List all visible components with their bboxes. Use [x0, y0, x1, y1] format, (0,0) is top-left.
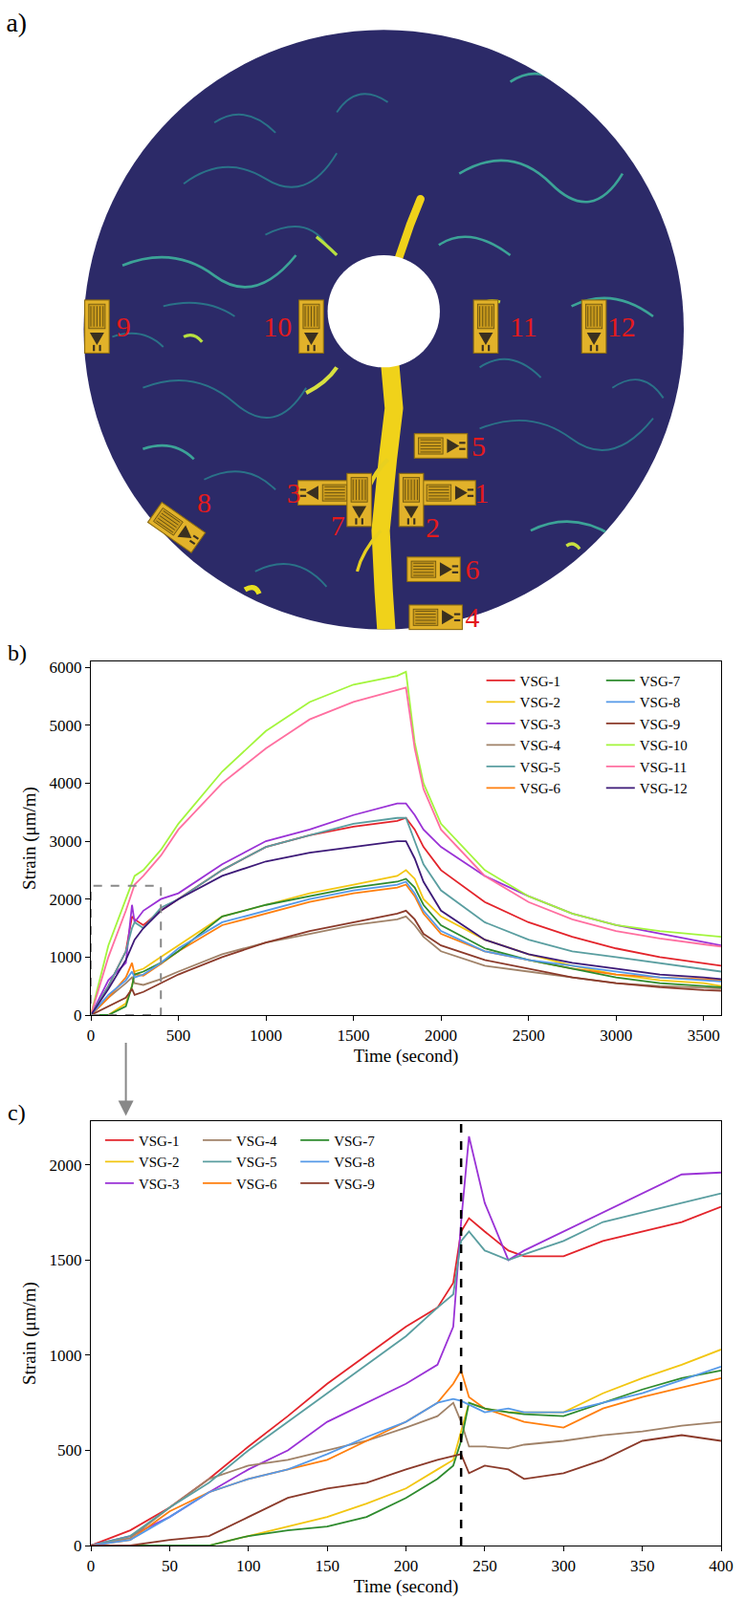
- svg-text:c): c): [7, 1100, 26, 1126]
- svg-text:VSG-3: VSG-3: [520, 717, 562, 733]
- svg-text:VSG-11: VSG-11: [639, 760, 687, 776]
- svg-text:VSG-8: VSG-8: [639, 695, 681, 711]
- svg-text:a): a): [5, 7, 27, 38]
- svg-text:9: 9: [116, 310, 132, 343]
- svg-text:VSG-10: VSG-10: [639, 738, 688, 754]
- svg-text:0: 0: [73, 1537, 83, 1556]
- svg-text:200: 200: [394, 1557, 419, 1577]
- svg-text:VSG-2: VSG-2: [520, 695, 562, 711]
- svg-text:2000: 2000: [49, 891, 83, 910]
- svg-text:Strain (μm/m): Strain (μm/m): [19, 1282, 41, 1386]
- svg-text:7: 7: [330, 509, 346, 542]
- svg-text:Time (second): Time (second): [353, 1577, 460, 1599]
- svg-text:0: 0: [73, 1007, 83, 1026]
- svg-text:VSG-6: VSG-6: [236, 1177, 278, 1193]
- svg-text:5: 5: [471, 430, 486, 462]
- svg-text:1000: 1000: [49, 948, 83, 967]
- svg-text:Time (second): Time (second): [353, 1046, 460, 1068]
- svg-text:VSG-1: VSG-1: [520, 674, 562, 690]
- svg-text:VSG-4: VSG-4: [520, 738, 562, 754]
- svg-text:350: 350: [630, 1557, 656, 1577]
- svg-text:b): b): [7, 640, 27, 666]
- svg-text:1000: 1000: [49, 1347, 83, 1366]
- svg-text:3000: 3000: [49, 832, 83, 852]
- svg-text:400: 400: [708, 1557, 734, 1577]
- svg-text:50: 50: [161, 1557, 178, 1577]
- svg-text:4000: 4000: [49, 774, 83, 793]
- svg-text:250: 250: [472, 1557, 498, 1577]
- svg-text:300: 300: [551, 1557, 577, 1577]
- svg-text:VSG-7: VSG-7: [639, 674, 681, 690]
- svg-text:VSG-5: VSG-5: [236, 1155, 278, 1171]
- svg-text:VSG-6: VSG-6: [520, 781, 562, 797]
- svg-text:1: 1: [474, 477, 489, 509]
- svg-text:VSG-5: VSG-5: [520, 760, 562, 776]
- svg-text:2: 2: [425, 511, 440, 544]
- svg-text:VSG-12: VSG-12: [639, 781, 688, 797]
- svg-text:Strain (μm/m): Strain (μm/m): [19, 787, 41, 891]
- svg-text:0: 0: [87, 1027, 96, 1046]
- svg-text:3: 3: [286, 477, 302, 509]
- svg-text:2500: 2500: [512, 1027, 546, 1046]
- svg-text:150: 150: [314, 1557, 340, 1577]
- svg-text:VSG-9: VSG-9: [639, 717, 681, 733]
- svg-text:1500: 1500: [49, 1251, 83, 1271]
- svg-text:6: 6: [465, 553, 481, 586]
- svg-text:VSG-3: VSG-3: [138, 1177, 180, 1193]
- svg-text:11: 11: [509, 310, 538, 343]
- svg-text:2000: 2000: [424, 1027, 458, 1046]
- svg-text:10: 10: [262, 310, 292, 343]
- svg-text:12: 12: [607, 310, 636, 343]
- svg-text:VSG-7: VSG-7: [333, 1134, 375, 1150]
- svg-text:VSG-9: VSG-9: [333, 1177, 375, 1193]
- svg-text:3000: 3000: [599, 1027, 633, 1046]
- svg-text:4: 4: [465, 601, 481, 634]
- svg-text:0: 0: [87, 1557, 96, 1577]
- svg-text:VSG-4: VSG-4: [236, 1134, 278, 1150]
- svg-text:500: 500: [57, 1442, 83, 1461]
- svg-text:VSG-2: VSG-2: [138, 1155, 180, 1171]
- svg-text:5000: 5000: [49, 717, 83, 736]
- svg-text:500: 500: [166, 1027, 192, 1046]
- svg-text:8: 8: [197, 486, 212, 519]
- svg-text:100: 100: [236, 1557, 262, 1577]
- svg-text:VSG-8: VSG-8: [333, 1155, 375, 1171]
- svg-text:VSG-1: VSG-1: [138, 1134, 180, 1150]
- svg-text:1500: 1500: [337, 1027, 371, 1046]
- svg-text:1000: 1000: [249, 1027, 283, 1046]
- svg-text:6000: 6000: [49, 658, 83, 678]
- svg-text:2000: 2000: [49, 1157, 83, 1176]
- svg-text:3500: 3500: [687, 1027, 721, 1046]
